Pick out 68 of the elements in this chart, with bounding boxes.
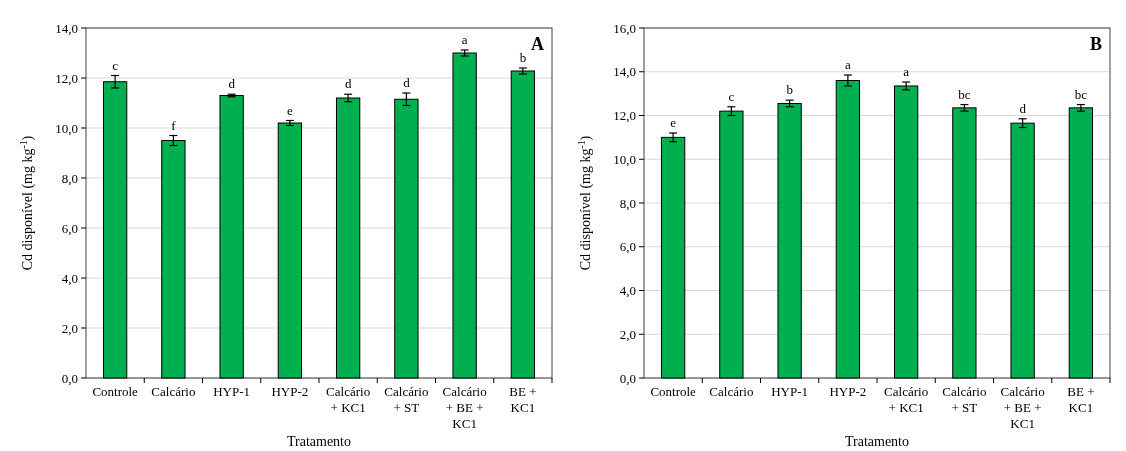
annotation: c [728, 88, 735, 104]
annotation: bc [1074, 86, 1088, 102]
x-tick-label: Controle [650, 384, 697, 399]
bar [952, 107, 977, 379]
bar [660, 136, 686, 379]
y-tick-label: 14,0 [613, 64, 636, 80]
y-tick-label: 4,0 [61, 270, 78, 286]
y-tick-label: 10,0 [55, 120, 78, 136]
x-tick-label: HYP-2 [829, 384, 867, 399]
bar [893, 85, 919, 379]
annotation: e [286, 102, 293, 118]
x-tick-label: Calcário + BE + KC1 [1000, 384, 1045, 431]
y-tick-label: 8,0 [619, 195, 636, 211]
annotation: e [670, 115, 677, 130]
x-tick-label: Calcário + KC1 [884, 384, 929, 415]
annotation: a [903, 64, 910, 80]
x-tick-label: Calcário + ST [384, 384, 429, 415]
y-tick-label: 4,0 [619, 283, 636, 299]
bar [835, 80, 861, 379]
y-tick-label: 2,0 [61, 320, 78, 336]
x-tick-label: Calcário + ST [942, 384, 987, 415]
x-tick-label: Calcário + BE + KC1 [442, 384, 487, 431]
y-tick-label: 0,0 [619, 370, 636, 386]
y-tick-label: 10,0 [613, 151, 636, 167]
y-tick-label: 2,0 [619, 326, 636, 342]
y-tick-label: 12,0 [613, 108, 636, 124]
y-tick-label: 16,0 [613, 20, 636, 36]
bar [161, 140, 186, 379]
annotation: bc [958, 86, 971, 102]
annotation: d [344, 76, 352, 92]
y-tick-label: 0,0 [61, 370, 78, 386]
bar [1068, 107, 1094, 379]
annotation: b [519, 50, 527, 65]
annotation: f [171, 117, 177, 133]
x-tick-label: Controle [92, 384, 139, 399]
bar [335, 97, 361, 379]
annotation: d [228, 76, 236, 92]
annotation: d [1019, 100, 1027, 116]
bar [394, 98, 419, 379]
bar [510, 70, 536, 379]
annotation: d [403, 75, 411, 90]
bar [219, 95, 244, 379]
bar [452, 52, 477, 379]
annotation: a [844, 57, 851, 73]
x-tick-label: Calcário [151, 384, 196, 399]
bar [719, 110, 744, 379]
x-tick-label: HYP-2 [271, 384, 309, 399]
y-tick-label: 6,0 [619, 239, 636, 255]
x-tick-label: Calcário [709, 384, 754, 399]
annotation: b [786, 82, 793, 98]
y-tick-label: 8,0 [61, 170, 78, 186]
x-tick-label: Calcário + KC1 [326, 384, 371, 415]
y-tick-label: 14,0 [55, 20, 78, 36]
x-tick-label: BE + KC1 [509, 384, 537, 415]
x-axis-title: Tratamento [844, 434, 910, 449]
x-tick-label: HYP-1 [771, 384, 809, 399]
bar [277, 122, 303, 379]
y-tick-label: 6,0 [61, 220, 78, 236]
x-tick-label: BE + KC1 [1067, 384, 1095, 415]
x-axis-title: Tratamento [286, 434, 352, 449]
chart-title: B [1089, 34, 1102, 54]
bar [1010, 122, 1035, 379]
bar [777, 102, 802, 379]
annotation: c [112, 57, 119, 73]
chart-title: A [531, 34, 544, 54]
y-tick-label: 12,0 [55, 70, 78, 86]
x-tick-label: HYP-1 [213, 384, 251, 399]
annotation: a [461, 32, 468, 47]
